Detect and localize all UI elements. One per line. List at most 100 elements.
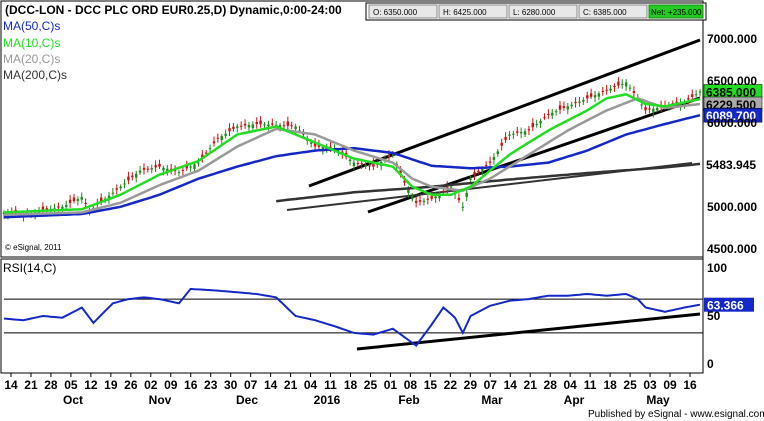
x-tick-label: 04 bbox=[563, 378, 577, 392]
x-tick-label: 07 bbox=[244, 378, 258, 392]
candle bbox=[574, 97, 577, 108]
low-value: L: 6280.000 bbox=[513, 8, 556, 17]
candle bbox=[368, 161, 371, 171]
x-tick-label: 25 bbox=[623, 378, 637, 392]
candle bbox=[414, 196, 418, 208]
candle bbox=[286, 116, 290, 131]
price-badge: 5483.945 bbox=[704, 156, 762, 172]
legend-ma10: MA(10,C)s bbox=[3, 36, 60, 50]
candle bbox=[146, 165, 150, 173]
candle bbox=[683, 99, 686, 109]
candle bbox=[271, 118, 274, 128]
x-tick-label: 22 bbox=[444, 378, 458, 392]
close-field bbox=[578, 4, 648, 19]
copyright: © eSignal, 2011 bbox=[5, 243, 62, 252]
x-tick-label: 28 bbox=[44, 378, 58, 392]
candle bbox=[539, 118, 542, 129]
candle bbox=[504, 132, 507, 144]
candle bbox=[422, 198, 426, 206]
x-tick-label: 26 bbox=[124, 378, 138, 392]
price-panel-frame bbox=[0, 0, 704, 258]
price-tick-4500: 4500.000 bbox=[707, 242, 757, 256]
x-tick-label: 30 bbox=[224, 378, 238, 392]
candle bbox=[535, 119, 538, 128]
candle bbox=[698, 89, 702, 97]
line-ma-10-c-s bbox=[3, 92, 701, 214]
candle bbox=[519, 127, 523, 139]
candle bbox=[352, 159, 356, 171]
candle bbox=[76, 196, 80, 206]
legend-ma200: MA(200,C)s bbox=[3, 68, 67, 82]
candle bbox=[512, 130, 515, 140]
x-month-label: Dec bbox=[236, 393, 258, 407]
open-field bbox=[368, 4, 438, 19]
candle bbox=[411, 192, 414, 202]
candle bbox=[601, 86, 604, 96]
x-tick-label: 09 bbox=[663, 378, 677, 392]
candle bbox=[558, 101, 562, 114]
price-tick-6000: 6000.000 bbox=[707, 116, 757, 130]
candle bbox=[142, 163, 146, 175]
x-tick-label: 14 bbox=[264, 378, 278, 392]
candle bbox=[131, 172, 134, 181]
candle bbox=[201, 150, 204, 163]
candle bbox=[236, 123, 239, 133]
x-tick-label: 11 bbox=[324, 378, 337, 392]
rsi-tick-100: 100 bbox=[707, 261, 727, 275]
candle bbox=[465, 189, 468, 201]
candle bbox=[461, 202, 465, 212]
candle bbox=[531, 118, 535, 132]
price-badge: 6089.700 bbox=[703, 107, 763, 123]
candle bbox=[123, 179, 126, 189]
high-field bbox=[438, 4, 508, 19]
candle bbox=[593, 90, 597, 103]
candle bbox=[282, 120, 286, 130]
line-ma-200-c-s bbox=[276, 162, 701, 203]
rsi-line bbox=[3, 287, 701, 347]
candle bbox=[150, 164, 153, 174]
candle bbox=[597, 91, 601, 101]
candle bbox=[605, 84, 608, 95]
x-tick-label: 23 bbox=[204, 378, 218, 392]
high-value: H: 6425.000 bbox=[443, 8, 487, 17]
candle bbox=[119, 184, 122, 191]
candle bbox=[212, 136, 216, 147]
x-tick-label: 11 bbox=[584, 378, 597, 392]
candle bbox=[418, 195, 422, 206]
x-tick-label: 28 bbox=[544, 378, 558, 392]
x-tick-label: 18 bbox=[344, 378, 358, 392]
x-tick-label: 01 bbox=[384, 378, 398, 392]
candle bbox=[694, 89, 698, 99]
candle bbox=[80, 192, 83, 204]
candle bbox=[426, 195, 430, 205]
candle bbox=[628, 84, 632, 92]
candle bbox=[255, 117, 258, 129]
candle bbox=[247, 121, 251, 133]
candle bbox=[656, 105, 659, 113]
candle bbox=[290, 121, 293, 130]
candle bbox=[586, 91, 589, 104]
x-tick-label: 15 bbox=[424, 378, 438, 392]
candle bbox=[220, 134, 223, 145]
trendline-2 bbox=[367, 96, 701, 214]
candle bbox=[516, 126, 519, 136]
x-tick-label: 29 bbox=[464, 378, 478, 392]
candle bbox=[135, 170, 138, 183]
net-value: Net: +235.000 bbox=[651, 8, 702, 17]
candle bbox=[216, 133, 220, 143]
x-tick-label: 18 bbox=[603, 378, 617, 392]
candle bbox=[547, 109, 550, 120]
x-tick-label: 08 bbox=[404, 378, 418, 392]
candle bbox=[430, 191, 433, 201]
candle bbox=[313, 138, 317, 152]
footer-credit: Published by eSignal - www.esignal.com bbox=[588, 409, 764, 420]
candle bbox=[617, 77, 620, 89]
candle bbox=[679, 98, 682, 111]
candle bbox=[508, 131, 511, 141]
candle bbox=[624, 79, 628, 91]
svg-text:6385.000: 6385.000 bbox=[706, 85, 756, 99]
x-month-label: Feb bbox=[398, 393, 419, 407]
candle bbox=[691, 89, 694, 101]
